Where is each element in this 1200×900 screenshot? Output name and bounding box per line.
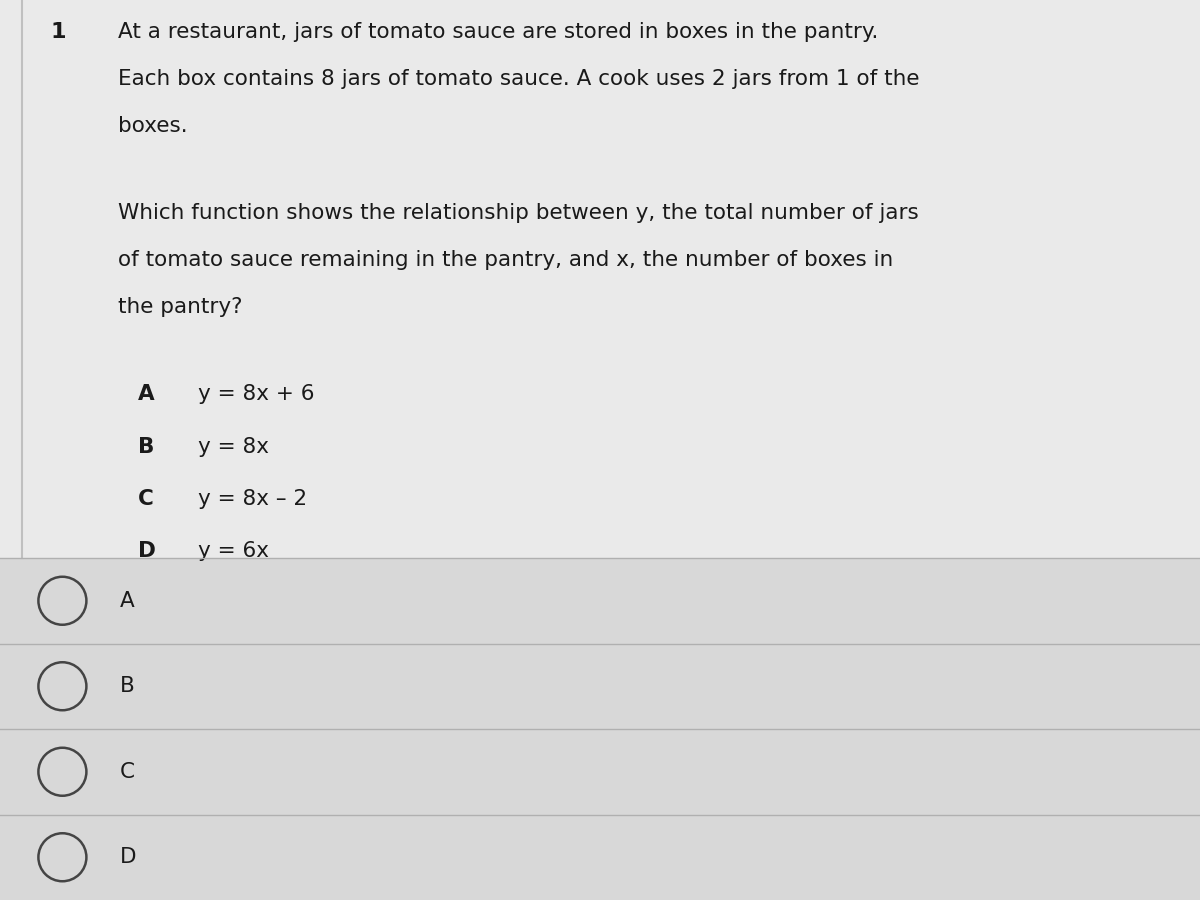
- Text: y = 6x: y = 6x: [198, 541, 269, 561]
- Text: the pantry?: the pantry?: [118, 297, 242, 317]
- Text: Which function shows the relationship between y, the total number of jars: Which function shows the relationship be…: [118, 203, 918, 223]
- Text: At a restaurant, jars of tomato sauce are stored in boxes in the pantry.: At a restaurant, jars of tomato sauce ar…: [118, 22, 878, 42]
- Bar: [0, 558, 1200, 900]
- Text: y = 8x – 2: y = 8x – 2: [198, 489, 307, 508]
- Text: y = 8x: y = 8x: [198, 436, 269, 456]
- Text: C: C: [120, 761, 134, 782]
- Bar: [0, 0, 1200, 558]
- Text: C: C: [138, 489, 154, 508]
- Text: B: B: [120, 676, 134, 697]
- Text: A: A: [138, 384, 155, 404]
- Text: D: D: [138, 541, 156, 561]
- Text: B: B: [138, 436, 155, 456]
- Text: Each box contains 8 jars of tomato sauce. A cook uses 2 jars from 1 of the: Each box contains 8 jars of tomato sauce…: [118, 69, 919, 89]
- Text: boxes.: boxes.: [118, 116, 187, 136]
- Text: of tomato sauce remaining in the pantry, and x, the number of boxes in: of tomato sauce remaining in the pantry,…: [118, 250, 893, 270]
- Text: y = 8x + 6: y = 8x + 6: [198, 384, 314, 404]
- Text: 1: 1: [50, 22, 66, 42]
- Text: A: A: [120, 590, 134, 611]
- Text: D: D: [120, 847, 137, 868]
